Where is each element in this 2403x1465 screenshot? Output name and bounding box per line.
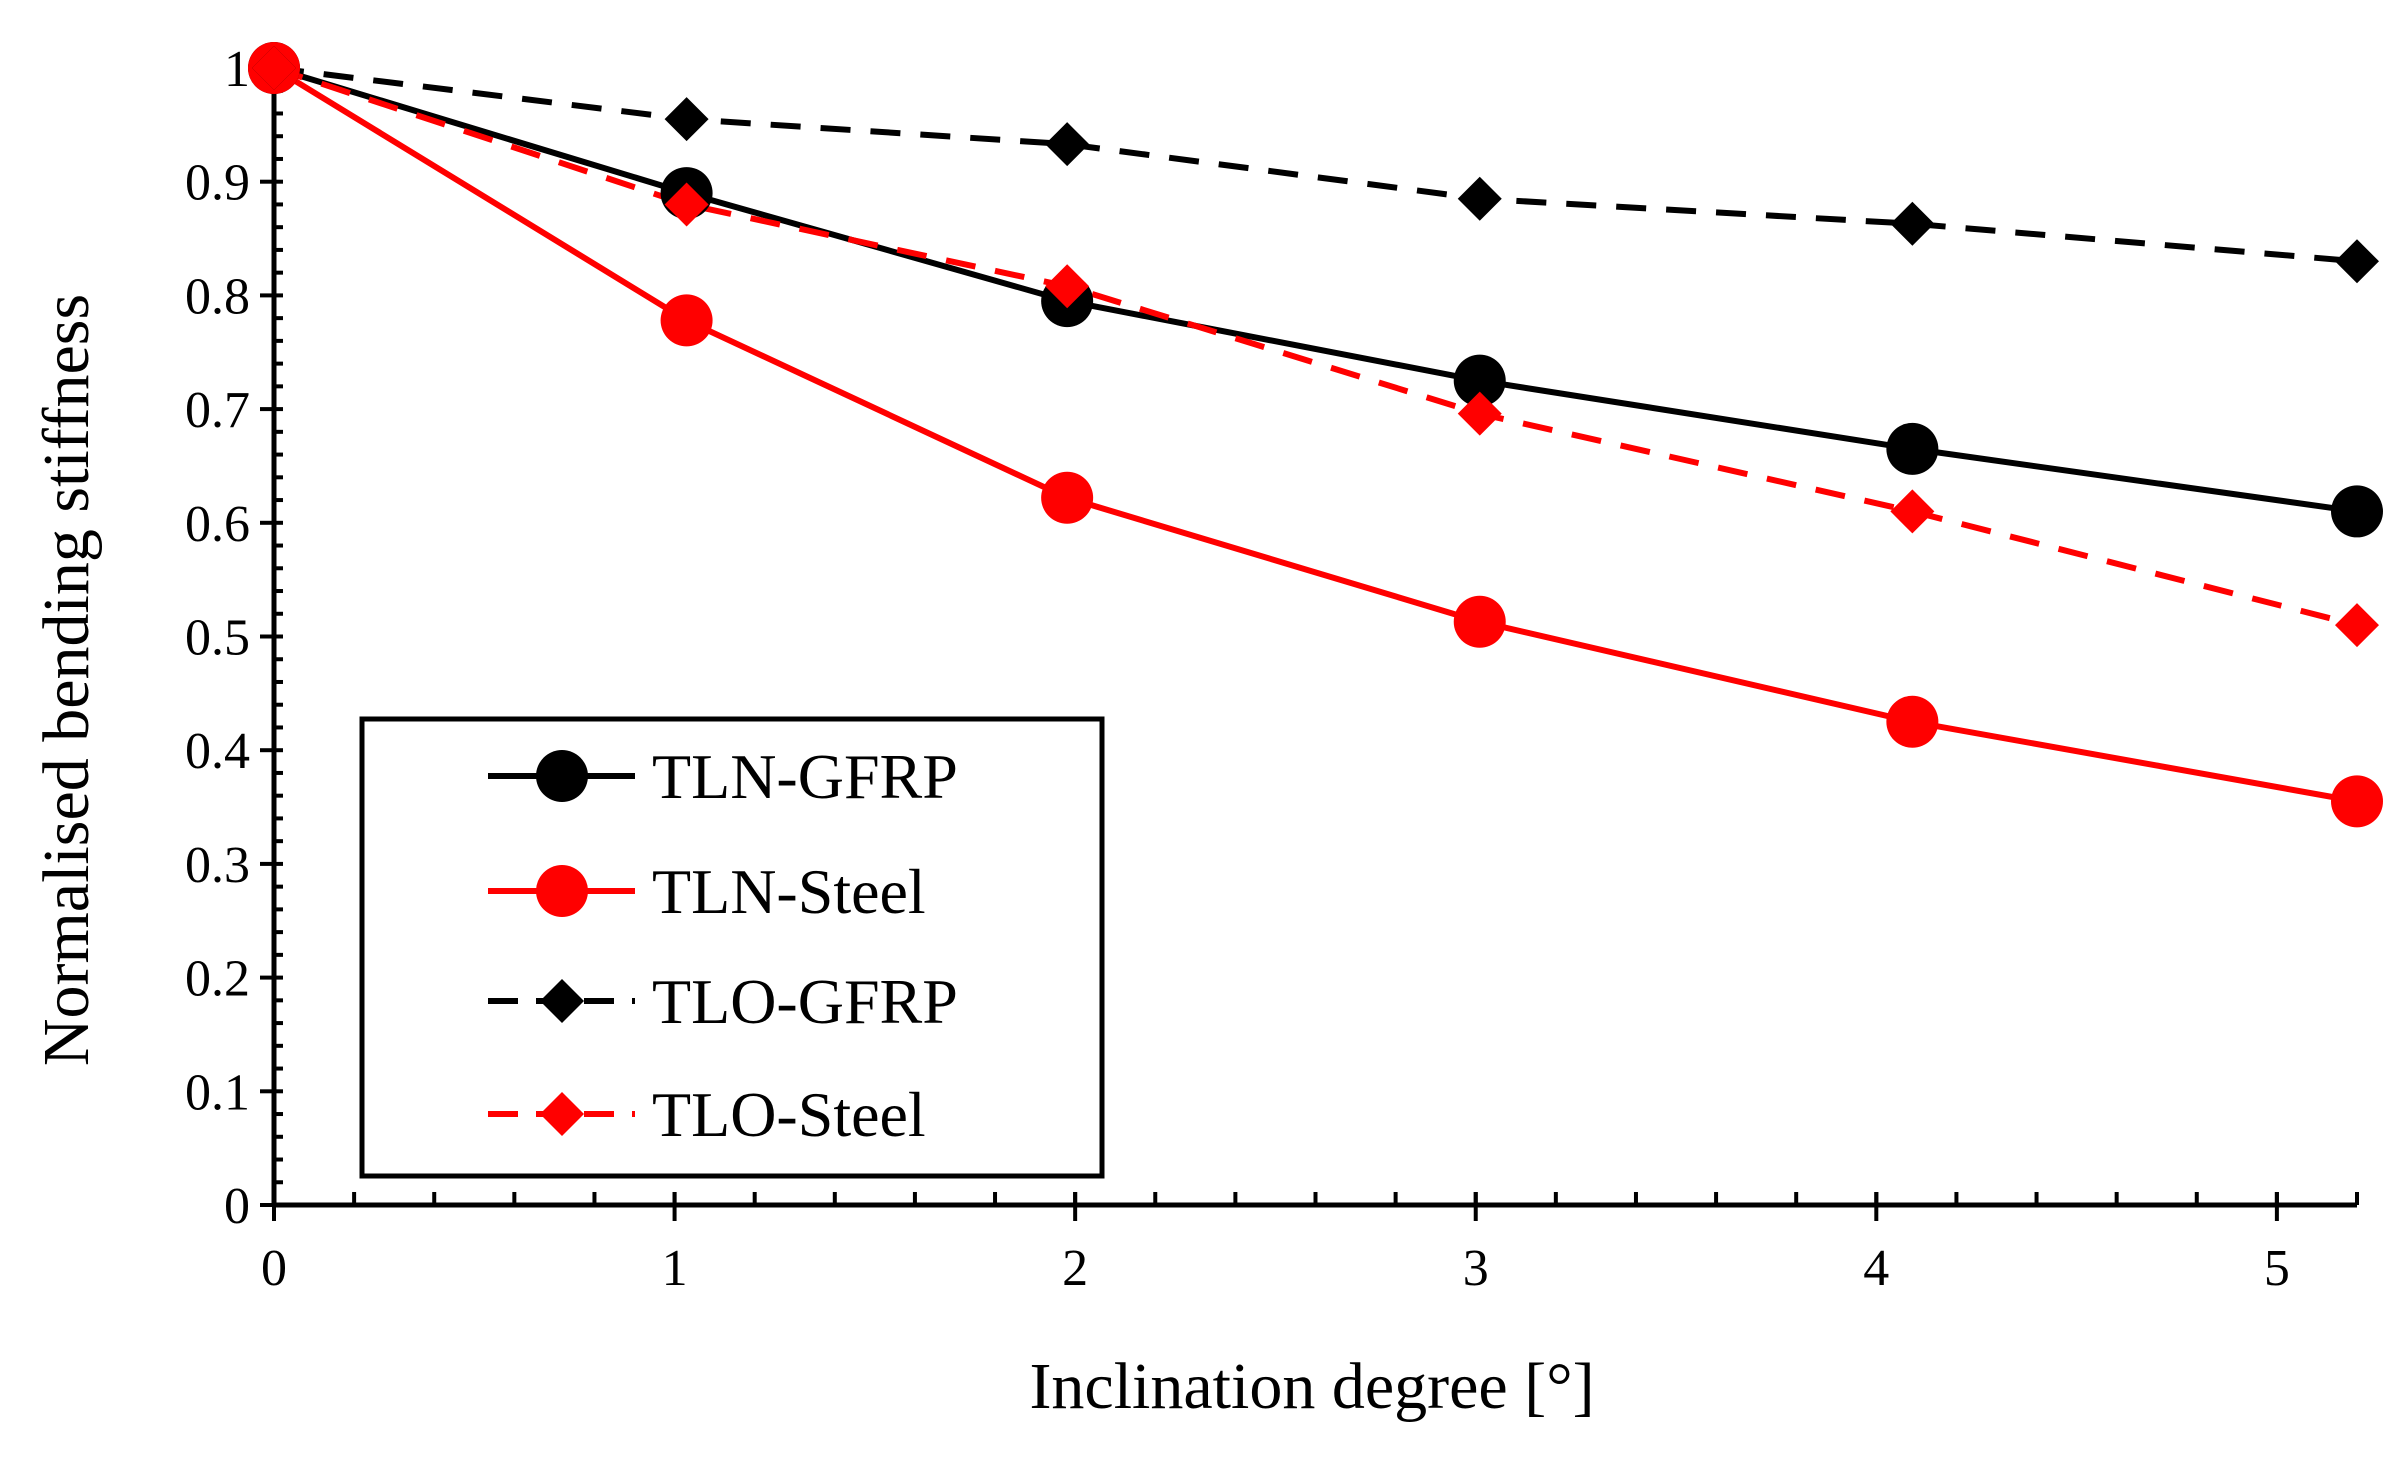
x-tick-label: 1: [662, 1240, 688, 1297]
y-tick-label: 0.8: [185, 268, 250, 325]
series-line-tln-gfrp: [273, 65, 2358, 515]
data-point-tln-steel: [660, 294, 713, 347]
legend-label-tln-gfrp: TLN-GFRP: [652, 741, 958, 812]
y-tick-label: 0: [224, 1178, 250, 1235]
series-line-tlo-steel: [273, 65, 2358, 629]
data-point-tlo-steel: [252, 46, 296, 90]
x-tick-label: 5: [2264, 1240, 2290, 1297]
data-point-tln-gfrp: [2331, 485, 2383, 538]
data-point-tlo-gfrp: [1457, 176, 1502, 221]
legend-marker-tlo-gfrp: [540, 979, 584, 1023]
legend-box: [359, 716, 1105, 1179]
data-point-tln-steel: [1453, 595, 1506, 648]
y-tick-label: 0.3: [185, 837, 250, 894]
data-point-tlo-gfrp: [1890, 201, 1935, 246]
data-point-tlo-steel: [664, 182, 709, 227]
data-point-tlo-gfrp: [664, 97, 709, 142]
y-axis-title: Normalised bending stiffness: [30, 294, 103, 1066]
legend-marker-tlo-steel: [540, 1092, 584, 1136]
series-line-tln-steel: [272, 65, 2358, 805]
legend: TLN-GFRP TLN-Steel TLO-GFRP TLO-Steel: [359, 716, 1105, 1179]
legend-marker-tln-steel: [536, 865, 588, 917]
data-point-tlo-steel: [1045, 264, 1090, 309]
y-tick-label: 0.1: [185, 1064, 250, 1121]
data-point-tlo-gfrp: [1045, 122, 1090, 167]
y-tick-label: 0.2: [185, 951, 250, 1008]
data-point-tln-steel: [1041, 471, 1094, 524]
data-point-tlo-steel: [1890, 489, 1935, 534]
legend-label-tlo-gfrp: TLO-GFRP: [652, 966, 958, 1037]
y-tick-label: 0.5: [185, 610, 250, 667]
x-tick-label: 0: [261, 1240, 287, 1297]
series-line-tlo-gfrp: [273, 65, 2358, 265]
data-point-tln-gfrp: [1886, 422, 1939, 475]
y-tick-label: 0.7: [185, 382, 250, 439]
data-point-tlo-steel: [1457, 391, 1502, 436]
y-tick-label: 0.9: [185, 155, 250, 212]
y-tick-label: 0.4: [185, 723, 250, 780]
legend-label-tlo-steel: TLO-Steel: [652, 1079, 926, 1150]
data-point-tlo-steel: [2335, 603, 2379, 648]
axes-group: 0 0.1 0.2 0.3 0.4 0.5 0.6 0.7 0.8 0.9 1 0 1 2 3 4 5: [185, 41, 2359, 1297]
legend-label-tln-steel: TLN-Steel: [652, 856, 926, 927]
legend-marker-tln-gfrp: [536, 750, 588, 802]
y-tick-label: 1: [224, 41, 250, 98]
x-tick-label: 2: [1062, 1240, 1088, 1297]
x-tick-label: 4: [1863, 1240, 1889, 1297]
x-tick-label: 3: [1463, 1240, 1489, 1297]
y-tick-label: 0.6: [185, 496, 250, 553]
series-group: [248, 42, 2383, 828]
data-point-tln-steel: [1886, 695, 1939, 748]
data-point-tlo-gfrp: [2335, 239, 2379, 284]
data-point-tln-steel: [2331, 775, 2383, 828]
x-axis-title: Inclination degree [°]: [1029, 1350, 1594, 1423]
data-point-tln-gfrp: [1453, 354, 1506, 407]
